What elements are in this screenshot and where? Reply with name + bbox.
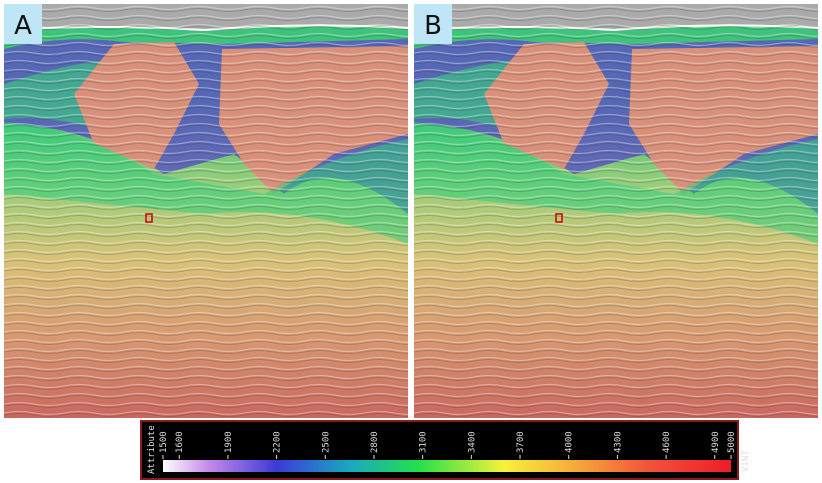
- panel-a: A: [3, 3, 409, 419]
- panel-b: B: [413, 3, 819, 419]
- tick-label: 3100: [419, 431, 429, 453]
- tick-label: 4300: [613, 431, 623, 453]
- tick-label: 2800: [370, 431, 380, 453]
- colorbar-unit: VINT: [741, 450, 751, 472]
- tick-label: 4900: [711, 431, 721, 453]
- tick-label: 1500: [159, 431, 169, 453]
- color-scale: [163, 460, 731, 472]
- tick-label: 2200: [273, 431, 283, 453]
- tick-label: 3400: [467, 431, 477, 453]
- tick-label: 1900: [224, 431, 234, 453]
- tick-label: 5000: [727, 431, 737, 453]
- panel-label: A: [14, 11, 32, 41]
- colorbar: Attribute VINT 1500 1600 1900 2200 2500 2800 3…: [140, 420, 751, 480]
- panel-label: B: [424, 11, 442, 41]
- tick-label: 2500: [321, 431, 331, 453]
- tick-label: 3700: [516, 431, 526, 453]
- tick-label: 1600: [175, 431, 185, 453]
- colorbar-title: Attribute: [147, 425, 157, 474]
- tick-label: 4600: [662, 431, 672, 453]
- tick-label: 4000: [565, 431, 575, 453]
